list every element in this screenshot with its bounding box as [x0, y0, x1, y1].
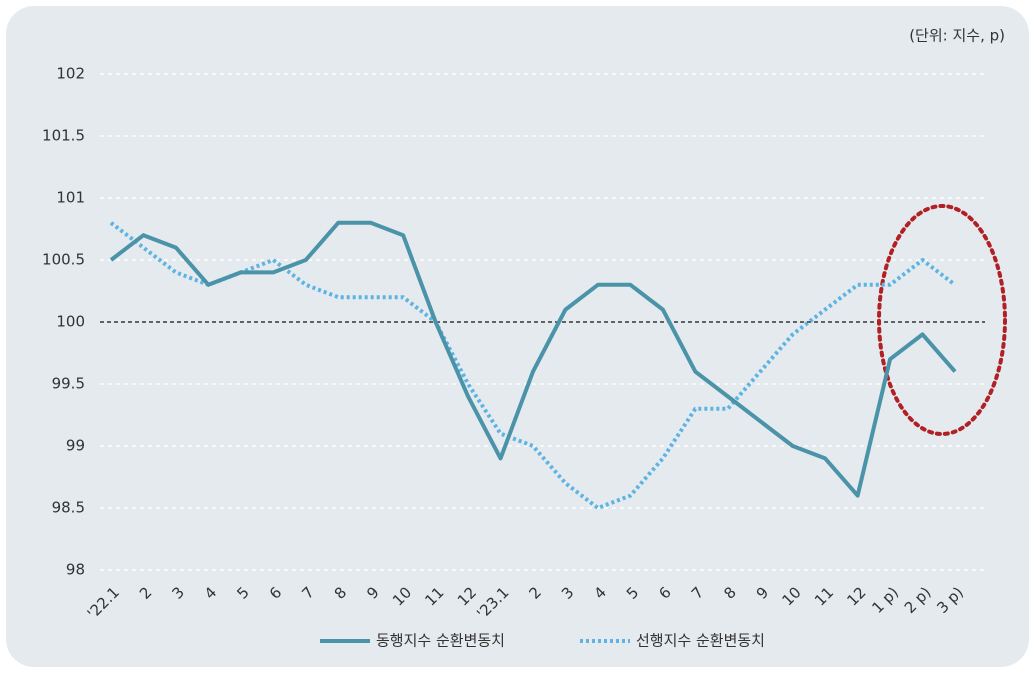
highlight-ellipse	[877, 204, 1007, 436]
y-tick-label: 100.5	[42, 251, 85, 269]
y-tick-label: 101	[56, 189, 85, 207]
unit-label: (단위: 지수, p)	[909, 27, 1005, 45]
y-tick-label: 99	[66, 437, 85, 455]
background	[6, 6, 1029, 667]
legend-label: 동행지수 순환변동치	[376, 632, 505, 650]
series-line	[109, 220, 957, 498]
y-tick-label: 101.5	[42, 127, 85, 145]
y-tick-label: 98	[66, 561, 85, 579]
y-tick-label: 99.5	[52, 375, 85, 393]
y-tick-label: 98.5	[52, 499, 85, 517]
series-line	[109, 221, 957, 510]
legend-label: 선행지수 순환변동치	[636, 632, 765, 650]
y-tick-label: 100	[56, 313, 85, 331]
y-tick-label: 102	[56, 65, 85, 83]
